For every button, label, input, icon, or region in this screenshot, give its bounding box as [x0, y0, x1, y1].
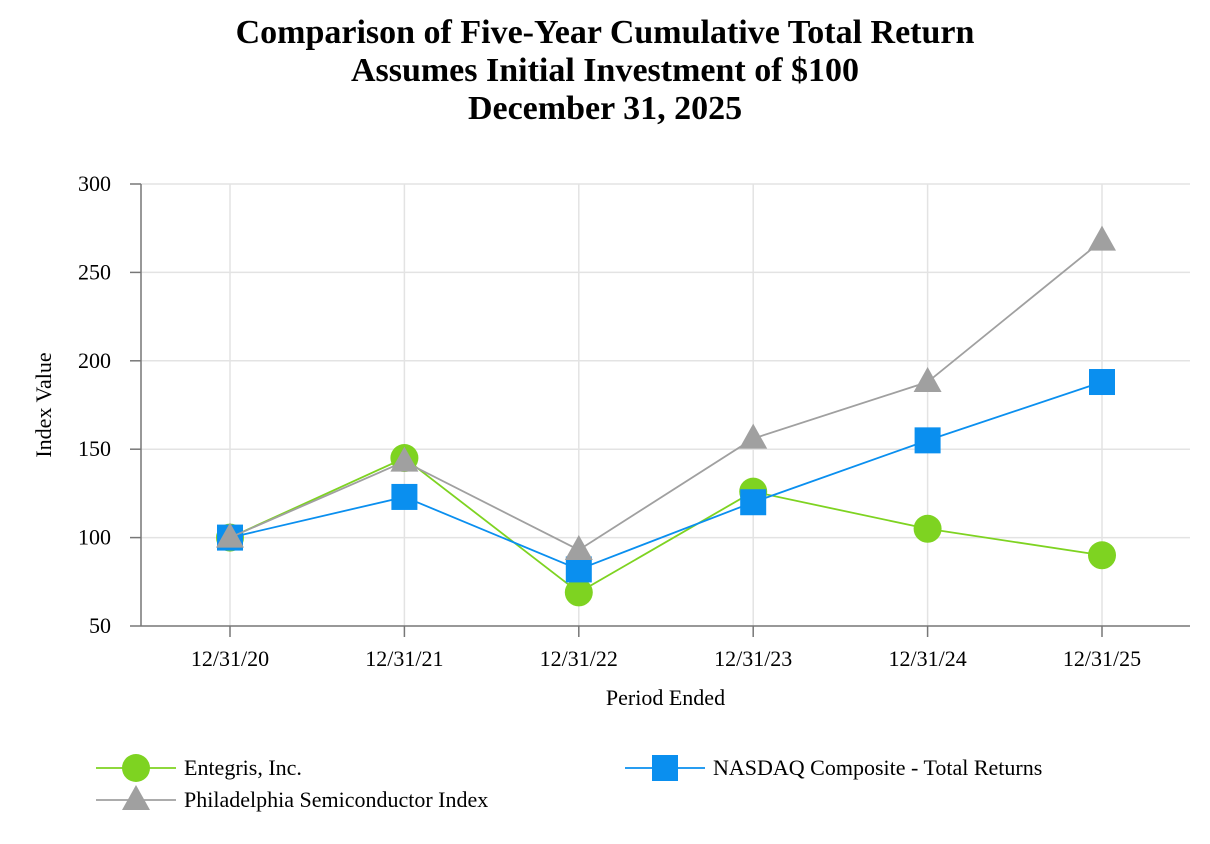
legend-label: Entegris, Inc.	[184, 755, 302, 780]
legend-label: NASDAQ Composite - Total Returns	[713, 755, 1042, 780]
series	[216, 225, 1116, 607]
legend-item: Philadelphia Semiconductor Index	[96, 785, 488, 812]
x-tick-label: 12/31/20	[191, 646, 269, 671]
y-axis-title: Index Value	[31, 352, 56, 457]
data-point	[1088, 225, 1116, 251]
title-line-3: December 31, 2025	[467, 90, 743, 127]
series-line	[229, 456, 1103, 594]
y-tick-label: 200	[78, 348, 111, 373]
data-point	[391, 483, 418, 510]
title-line-1: Comparison of Five-Year Cumulative Total…	[235, 14, 975, 51]
data-point	[913, 514, 942, 543]
grid	[141, 183, 1190, 626]
series-line	[229, 239, 1103, 552]
series-nasdaq-composite-total-returns	[217, 369, 1115, 583]
data-point	[1088, 541, 1116, 570]
data-point	[914, 427, 941, 454]
data-point	[564, 578, 593, 607]
series-philadelphia-semiconductor-index	[216, 225, 1116, 560]
legend-marker	[122, 785, 150, 810]
x-tick-label: 12/31/23	[714, 646, 792, 671]
series-entegris-inc	[216, 444, 1116, 607]
legend-item: Entegris, Inc.	[96, 754, 302, 782]
x-tick-label: 12/31/24	[888, 646, 966, 671]
axes	[130, 183, 1190, 637]
tick-labels: 50 100 150 200 250 300 12/31/20 12/31/21 12/31/2…	[78, 171, 1141, 671]
legend-label: Philadelphia Semiconductor Index	[184, 787, 488, 812]
data-point	[216, 522, 244, 548]
y-tick-label: 100	[78, 525, 111, 550]
legend-item: NASDAQ Composite - Total Returns	[625, 755, 1042, 781]
y-tick-label: 300	[78, 171, 111, 196]
y-tick-label: 250	[78, 259, 111, 284]
data-point	[1089, 369, 1115, 396]
data-point	[740, 489, 767, 516]
title-line-2: Assumes Initial Investment of $100	[350, 52, 860, 89]
chart-title: Comparison of Five-Year Cumulative Total…	[0, 14, 1210, 128]
x-tick-label: 12/31/22	[540, 646, 618, 671]
y-tick-label: 150	[78, 436, 111, 461]
series-line	[229, 381, 1103, 571]
data-point	[390, 446, 419, 472]
legend-marker	[122, 754, 150, 782]
data-point	[913, 367, 942, 393]
y-tick-label: 50	[89, 613, 111, 638]
legend-marker	[652, 755, 678, 781]
data-point	[565, 556, 592, 583]
x-tick-label: 12/31/21	[365, 646, 443, 671]
x-axis-title: Period Ended	[606, 685, 725, 710]
data-point	[564, 534, 593, 560]
legend: Entegris, Inc. NASDAQ Composite - Total R…	[96, 754, 1042, 812]
x-tick-label: 12/31/25	[1063, 646, 1141, 671]
data-point	[739, 423, 768, 449]
